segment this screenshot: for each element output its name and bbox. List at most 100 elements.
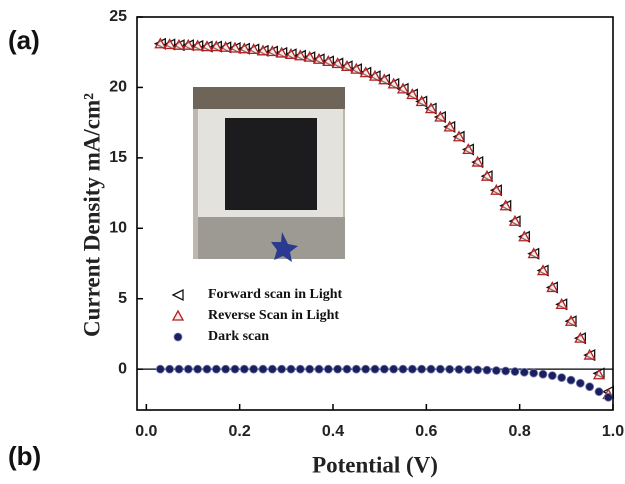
data-point (510, 367, 520, 376)
data-point (333, 364, 343, 374)
data-point (527, 247, 540, 259)
data-point (284, 47, 298, 59)
data-point (378, 73, 391, 85)
data-point (574, 331, 587, 343)
legend-label: Forward scan in Light (208, 287, 343, 302)
data-point (200, 40, 214, 52)
data-point (165, 364, 175, 374)
data-point (434, 110, 447, 122)
x-tick-label: 1.0 (602, 423, 624, 440)
data-point (426, 364, 436, 374)
data-point (267, 364, 277, 374)
data-point (295, 364, 305, 374)
data-point (398, 364, 408, 374)
data-point (359, 66, 372, 78)
legend-marker (171, 309, 185, 321)
x-tick-label: 0.4 (322, 423, 344, 440)
data-point (323, 364, 333, 374)
y-tick-label: 25 (109, 8, 127, 25)
data-point (312, 52, 326, 64)
legend-marker (173, 332, 183, 342)
data-point (174, 364, 184, 374)
data-point (275, 46, 288, 58)
data-point (547, 371, 557, 381)
data-point (211, 364, 221, 374)
data-point (340, 59, 354, 71)
data-point (564, 314, 578, 326)
y-tick-label: 10 (109, 220, 127, 237)
data-point (557, 373, 567, 383)
data-point (266, 45, 279, 57)
data-point (154, 37, 167, 49)
y-tick-label: 0 (118, 360, 127, 377)
data-point (350, 62, 363, 74)
data-point (452, 130, 466, 142)
data-point (407, 364, 417, 374)
data-point (247, 43, 260, 55)
y-tick-label: 15 (109, 149, 127, 166)
data-point (249, 364, 259, 374)
data-point (415, 95, 428, 107)
data-point (482, 365, 492, 375)
data-point (603, 392, 613, 402)
x-axis-label: Potential (V) (312, 452, 438, 477)
y-tick-label: 20 (109, 79, 127, 96)
data-point (389, 364, 399, 374)
data-point (239, 364, 249, 374)
data-point (417, 364, 427, 374)
data-point (473, 365, 483, 375)
legend-label: Reverse Scan in Light (208, 308, 339, 323)
legend-label: Dark scan (208, 329, 269, 344)
data-point (491, 366, 501, 375)
data-point (529, 368, 539, 378)
data-point (193, 364, 203, 374)
data-point (454, 365, 464, 374)
data-point (538, 369, 548, 379)
data-point (575, 378, 585, 388)
data-point (379, 364, 389, 374)
data-point (294, 49, 307, 61)
data-point (342, 364, 352, 374)
panel-label: (b) (8, 441, 41, 471)
data-point (594, 387, 604, 397)
data-point (368, 69, 382, 81)
data-point (183, 364, 193, 374)
data-point (396, 82, 410, 94)
data-point (501, 366, 511, 376)
data-point (182, 38, 195, 50)
x-tick-label: 0.0 (135, 423, 157, 440)
data-point (585, 382, 595, 392)
data-point (480, 169, 494, 181)
x-tick-label: 0.8 (509, 423, 531, 440)
y-axis-label: Current Density mA/cm² (79, 93, 104, 337)
data-point (331, 57, 344, 69)
x-tick-label: 0.2 (229, 423, 251, 440)
x-tick-label: 0.6 (415, 423, 437, 440)
data-point (518, 230, 531, 242)
data-point (370, 364, 380, 374)
data-point (286, 364, 296, 374)
data-point (258, 364, 268, 374)
data-point (351, 364, 361, 374)
data-point (305, 364, 315, 374)
data-point (322, 55, 335, 67)
data-point (221, 364, 231, 374)
data-point (228, 41, 242, 53)
inset-photo (193, 87, 345, 262)
data-point (519, 367, 529, 377)
data-point (219, 40, 232, 52)
data-point (462, 143, 475, 155)
data-point (546, 281, 559, 293)
data-point (256, 44, 270, 56)
data-point (499, 199, 512, 211)
y-tick-label: 5 (118, 290, 127, 307)
data-point (490, 183, 503, 195)
data-point (471, 155, 484, 167)
data-point (277, 364, 287, 374)
data-point (435, 364, 445, 374)
data-point (566, 375, 576, 385)
data-point (555, 298, 568, 310)
data-point (508, 214, 522, 226)
data-point (536, 264, 550, 276)
data-point (172, 38, 186, 50)
